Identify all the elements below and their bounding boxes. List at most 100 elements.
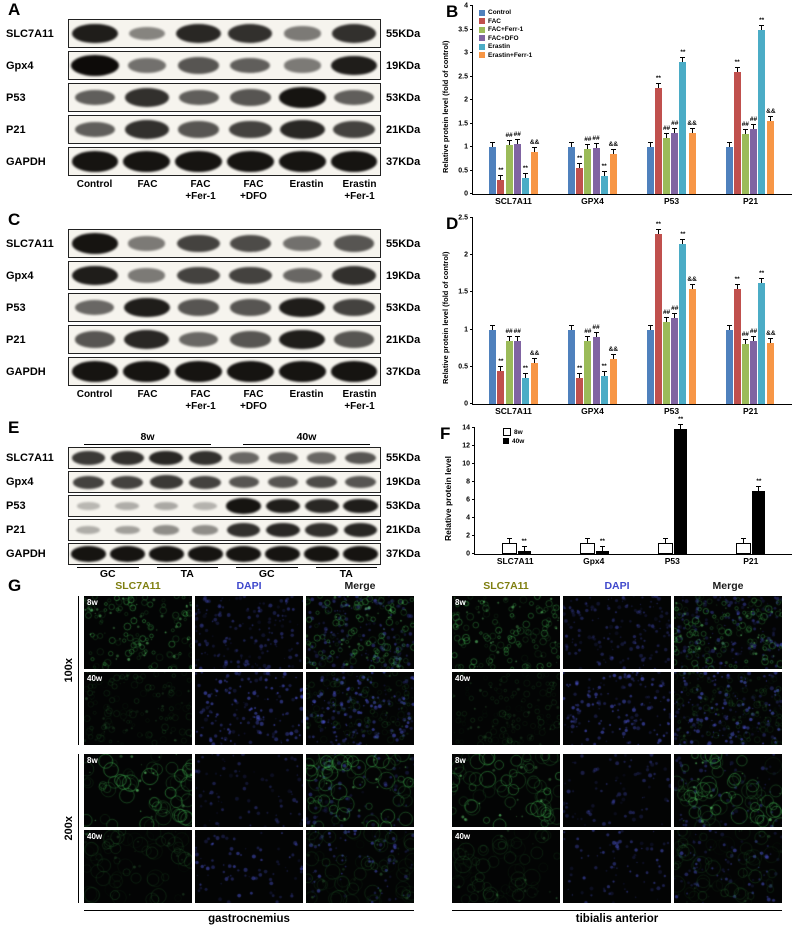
category-label: P53 [663,196,680,206]
molecular-weight-label: 19KDa [386,269,421,282]
legend-item: FAC+Ferr-1 [479,26,532,33]
blot-lane [173,52,225,79]
bar [758,283,766,404]
lane-label: Erastin [289,389,324,400]
blot-lane [69,448,108,468]
lane-label: FAC +Fer-1 [185,389,216,412]
protein-band [229,266,272,285]
bar-stack: ## [514,218,521,404]
western-blot-panel-e: 8w 40w SLC7A11 55KDa Gpx4 19KDa P53 53KDa P21 21… [6,431,436,581]
bar-stack: ** [576,218,584,404]
blot-lane [147,496,186,516]
micrograph [306,830,414,903]
lane-label: Erastin [289,179,324,190]
micrograph-grid-100x: 8w 40w [452,596,782,745]
significance-mark: ** [759,16,765,24]
molecular-weight-label: 55KDa [386,452,421,464]
bar-chart-panel-f: Relative protein level 8w 40w 0 2 4 6 8 10 12 14… [443,416,792,568]
blot-lane [225,472,264,492]
error-bar [726,324,732,330]
y-tick-label: 10 [462,460,470,468]
blot-lane [147,544,186,564]
bar [505,144,513,194]
blot-lane [341,496,380,516]
blot-membrane [68,495,381,517]
blot-lane [224,262,276,289]
bar [513,143,521,194]
blot-lane [186,544,225,564]
significance-mark: ** [521,538,527,546]
x-axis-labels: SLC7A11 Gpx4 P53 P21 [474,555,792,568]
bar-stack: ** [654,218,662,404]
protein-band [304,546,340,562]
panel-label-f: F [440,424,451,443]
blot-lane [69,358,121,385]
protein-band [71,361,119,382]
blot-lane [341,544,380,564]
y-tick-mark [472,499,475,500]
micrograph-canvas [452,830,560,903]
molecular-weight-label: 37KDa [386,365,421,378]
blot-membrane [68,325,381,354]
significance-mark: ** [680,49,686,57]
micrograph-canvas [674,754,782,827]
significance-mark: ** [655,221,661,229]
protein-band [307,452,337,464]
error-bar [514,138,520,144]
molecular-weight-label: 21KDa [386,524,421,536]
blot-lane [121,116,173,143]
y-tick-label: 2 [464,251,468,259]
blot-lane [69,520,108,540]
error-bar [689,127,695,133]
y-tick-mark [472,553,475,554]
molecular-weight-label: 19KDa [386,59,421,72]
protein-band [128,26,165,41]
error-bar [601,371,607,377]
blot-lane [276,20,328,47]
significance-mark: ** [756,478,762,485]
error-bar [498,174,504,180]
bar [688,132,696,194]
bar-stack: ## [584,6,591,194]
error-bar [585,144,591,150]
bar-stack: ## [663,6,670,194]
protein-band [334,89,374,106]
molecular-weight-label: 53KDa [386,500,421,512]
legend-swatch [479,35,485,41]
category-label: SCL7A11 [495,196,532,206]
micrograph: 40w [452,672,560,745]
protein-band [279,297,326,318]
channel-header-slc7a11: SLC7A11 [115,580,161,592]
bar-stack: ## [750,218,757,404]
molecular-weight-label: 37KDa [386,155,421,168]
bar-stack: ## [742,218,749,404]
panel-label-e: E [8,418,20,437]
bar [497,179,505,194]
magnification-label-100x: 100x [63,658,75,683]
blot-rows: SLC7A11 55KDa Gpx4 19KDa P53 53KDa P21 21KDa GAP… [6,19,436,176]
blot-lane [147,448,186,468]
protein-band [175,151,222,172]
gastrocnemius-image-block: SLC7A11 DAPI Merge 8w 40w 8w 40w gastrocnemi… [84,580,414,925]
protein-band [278,361,326,382]
bar-stack: ** [600,6,608,194]
error-bar [680,57,686,63]
blot-rows: SLC7A11 55KDa Gpx4 19KDa P53 53KDa P21 21KDa GAP… [6,229,436,386]
protein-band [175,361,222,382]
protein-band [124,88,169,107]
significance-mark: ## [513,130,521,138]
blot-row: P53 53KDa [6,83,436,112]
molecular-weight-label: 53KDa [386,91,421,104]
error-bar [664,317,670,323]
tissue-label: gastrocnemius [84,910,414,925]
bar [584,340,592,404]
bar-stack: ## [663,218,670,404]
y-tick-label: 2.5 [458,214,468,222]
blot-lane [69,326,121,353]
protein-band [149,475,183,489]
protein-band [227,361,274,382]
bar [521,177,529,194]
bar-group: ** ## ## ** && [554,6,633,194]
protein-band [128,236,166,251]
blot-row: GAPDH 37KDa [6,543,436,565]
